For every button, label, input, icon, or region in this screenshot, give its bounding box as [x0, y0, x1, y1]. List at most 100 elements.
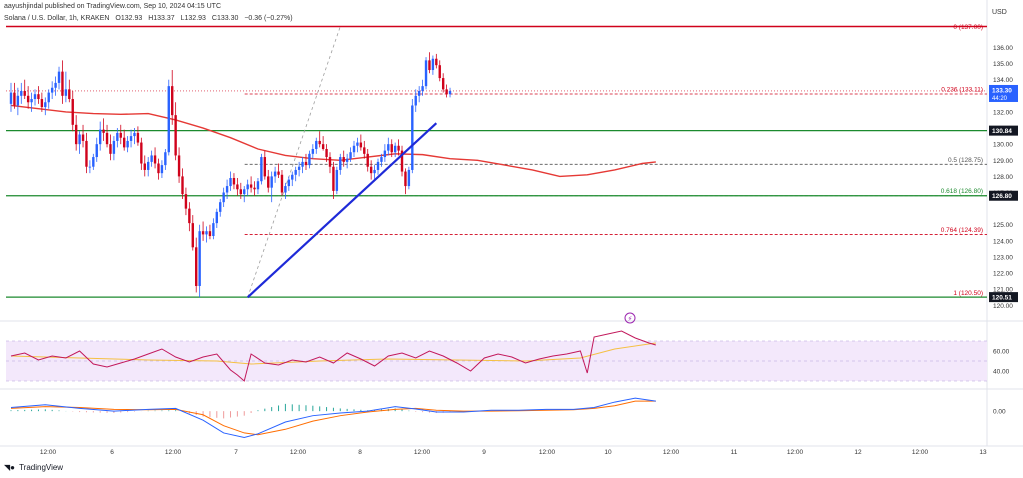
time-tick: 7	[234, 449, 238, 456]
last-price-label: 133.30	[992, 87, 1012, 94]
candlesticks	[9, 52, 452, 298]
candle-body	[26, 95, 30, 103]
candle-body	[291, 174, 294, 180]
candle-body	[153, 155, 157, 164]
price-tick: 134.00	[993, 77, 1013, 84]
candle-body	[260, 157, 263, 182]
candle-body	[390, 144, 393, 153]
candle-body	[85, 140, 88, 167]
candle-body	[140, 142, 143, 164]
fib-level-label: 0.764 (124.39)	[941, 227, 983, 234]
candle-body	[13, 92, 16, 106]
fib-level-label: 0.618 (126.80)	[941, 188, 983, 195]
time-tick: 12:00	[912, 449, 929, 456]
price-tick: 132.00	[993, 109, 1013, 116]
candle-body	[376, 161, 380, 170]
candle-body	[315, 140, 318, 149]
horizontal-levels	[6, 25, 987, 298]
candle-body	[280, 174, 284, 193]
time-tick: 12:00	[290, 449, 307, 456]
candle-body	[277, 171, 280, 175]
candle-body	[393, 145, 397, 153]
candle-body	[356, 142, 359, 146]
candle-body	[400, 150, 404, 172]
candle-body	[37, 94, 40, 100]
candle-body	[44, 102, 47, 108]
tradingview-logo[interactable]: ◥● TradingView	[4, 463, 63, 472]
candle-body	[284, 186, 287, 193]
macd-line	[10, 397, 656, 438]
candle-body	[81, 134, 85, 141]
candle-body	[171, 86, 174, 116]
time-tick: 10	[604, 449, 612, 456]
candle-body	[383, 150, 387, 158]
time-tick: 11	[731, 449, 738, 456]
candle-body	[119, 132, 122, 138]
candle-body	[387, 144, 390, 151]
candle-body	[414, 95, 417, 106]
support-price-label: 120.51	[992, 295, 1012, 302]
candle-body	[150, 155, 153, 162]
candle-body	[421, 86, 424, 91]
ohlc-close: C133.30	[211, 15, 239, 22]
candle-body	[435, 58, 438, 66]
candle-body	[160, 165, 164, 174]
candle-body	[342, 157, 345, 162]
time-tick: 12:00	[40, 449, 57, 456]
candle-body	[184, 194, 188, 209]
price-tick: 123.00	[993, 254, 1013, 261]
publish-info: aayushjindal published on TradingView.co…	[4, 3, 222, 10]
candle-body	[212, 223, 215, 237]
alert-icon	[624, 312, 636, 324]
support-price-badge	[989, 190, 1018, 201]
fib-level-label: 0 (137.00)	[953, 24, 983, 31]
candle-body	[328, 157, 332, 167]
candle-body	[136, 132, 140, 143]
macd-tick: 0.00	[993, 409, 1006, 416]
candle-body	[380, 157, 383, 162]
candle-body	[229, 178, 232, 187]
rsi-ma-line	[10, 342, 656, 365]
currency-label: USD	[992, 9, 1007, 16]
time-tick: 12:00	[414, 449, 431, 456]
candle-body	[308, 153, 311, 166]
candle-body	[47, 92, 50, 103]
ohlc-open: O132.93	[115, 15, 143, 22]
trendline[interactable]	[246, 122, 438, 299]
candle-body	[404, 171, 407, 187]
fibonacci-retracement[interactable]: 0 (137.00) 0.236 (133.11) 0.5 (128.75) 0.61…	[244, 24, 987, 298]
candle-body	[270, 176, 273, 188]
candle-body	[208, 231, 212, 237]
candle-body	[205, 231, 208, 235]
rsi-tick: 40.00	[993, 369, 1010, 376]
candle-body	[363, 147, 366, 154]
ohlc-low: L132.93	[180, 15, 206, 22]
price-axis[interactable]: USD 136.00135.00134.00133.00132.00130.00…	[989, 9, 1018, 416]
candle-body	[369, 166, 373, 174]
candle-body	[332, 166, 335, 191]
time-axis[interactable]: 12:00 6 12:00 7 12:00 8 12:00 9 12:00 10 12:00 11 12…	[40, 449, 987, 456]
candle-body	[448, 90, 452, 95]
candle-body	[16, 95, 20, 106]
candle-body	[441, 78, 445, 90]
bar-countdown: 44:20	[992, 96, 1008, 102]
price-tick: 129.00	[993, 158, 1013, 165]
candle-body	[243, 189, 246, 195]
price-tick: 125.00	[993, 222, 1013, 229]
candle-body	[78, 134, 81, 145]
macd-panel	[10, 397, 656, 438]
candle-body	[325, 148, 328, 158]
candle-body	[411, 105, 414, 170]
candle-body	[98, 129, 102, 145]
candle-body	[253, 187, 256, 190]
candle-body	[177, 155, 181, 177]
support-price-label: 130.84	[992, 128, 1012, 135]
price-chart[interactable]: 0 (137.00) 0.236 (133.11) 0.5 (128.75) 0.61…	[0, 0, 1023, 460]
candle-body	[122, 137, 126, 148]
candle-body	[219, 202, 222, 212]
ohlc-change: −0.36 (−0.27%)	[244, 15, 293, 22]
candle-body	[92, 157, 95, 167]
candle-body	[287, 179, 291, 187]
price-tick: 124.00	[993, 238, 1013, 245]
candle-body	[239, 189, 243, 195]
